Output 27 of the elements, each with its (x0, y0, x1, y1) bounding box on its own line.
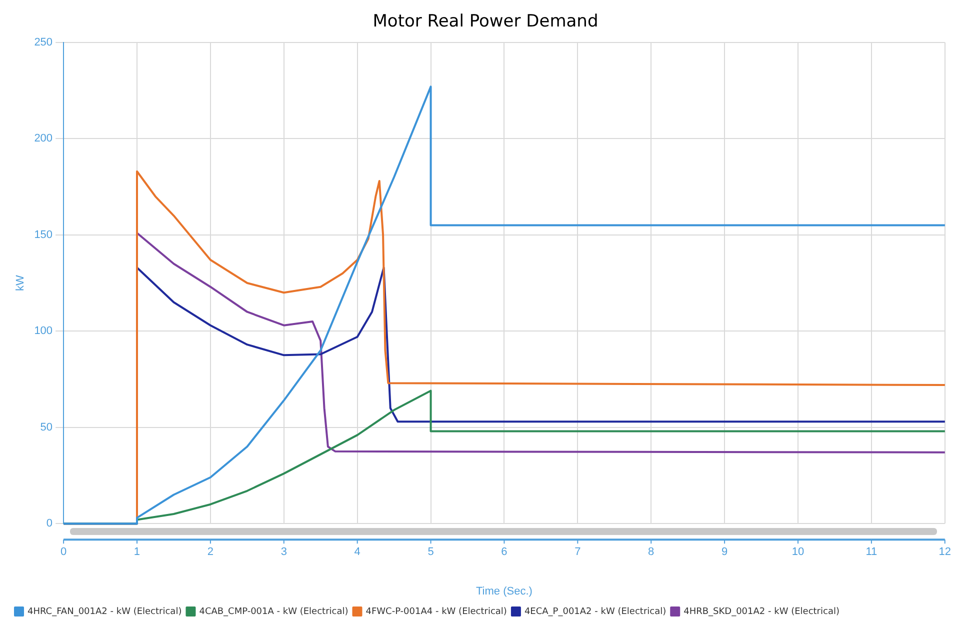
chart-title: Motor Real Power Demand (372, 12, 598, 32)
x-tick-label: 4 (354, 546, 360, 558)
legend-label: 4CAB_CMP-001A - kW (Electrical) (199, 606, 348, 617)
legend-label: 4FWC-P-001A4 - kW (Electrical) (366, 606, 507, 617)
y-tick-label: 100 (34, 325, 53, 338)
x-tick-label: 2 (207, 546, 214, 558)
x-tick-label: 7 (574, 546, 581, 558)
x-tick-label: 10 (792, 546, 804, 558)
x-tick-label: 1 (134, 546, 140, 558)
x-tick-label: 11 (866, 546, 878, 558)
y-tick-label: 0 (46, 518, 53, 530)
legend-label: 4HRB_SKD_001A2 - kW (Electrical) (684, 606, 840, 617)
legend-label: 4ECA_P_001A2 - kW (Electrical) (524, 606, 666, 617)
y-tick-label: 150 (34, 228, 53, 241)
x-tick-label: 6 (501, 546, 508, 558)
x-tick-label: 0 (60, 546, 67, 558)
x-tick-label: 9 (721, 546, 728, 558)
x-tick-label: 8 (648, 546, 654, 558)
y-tick-label: 250 (34, 36, 53, 48)
y-tick-label: 200 (34, 132, 53, 145)
x-axis-title: Time (Sec.) (476, 585, 532, 598)
x-tick-label: 12 (938, 546, 952, 558)
x-tick-label: 3 (280, 546, 287, 558)
y-tick-label: 50 (40, 421, 53, 434)
x-tick-label: 5 (428, 546, 434, 558)
y-axis-title: kW (14, 274, 27, 291)
legend-label: 4HRC_FAN_001A2 - kW (Electrical) (28, 606, 182, 617)
